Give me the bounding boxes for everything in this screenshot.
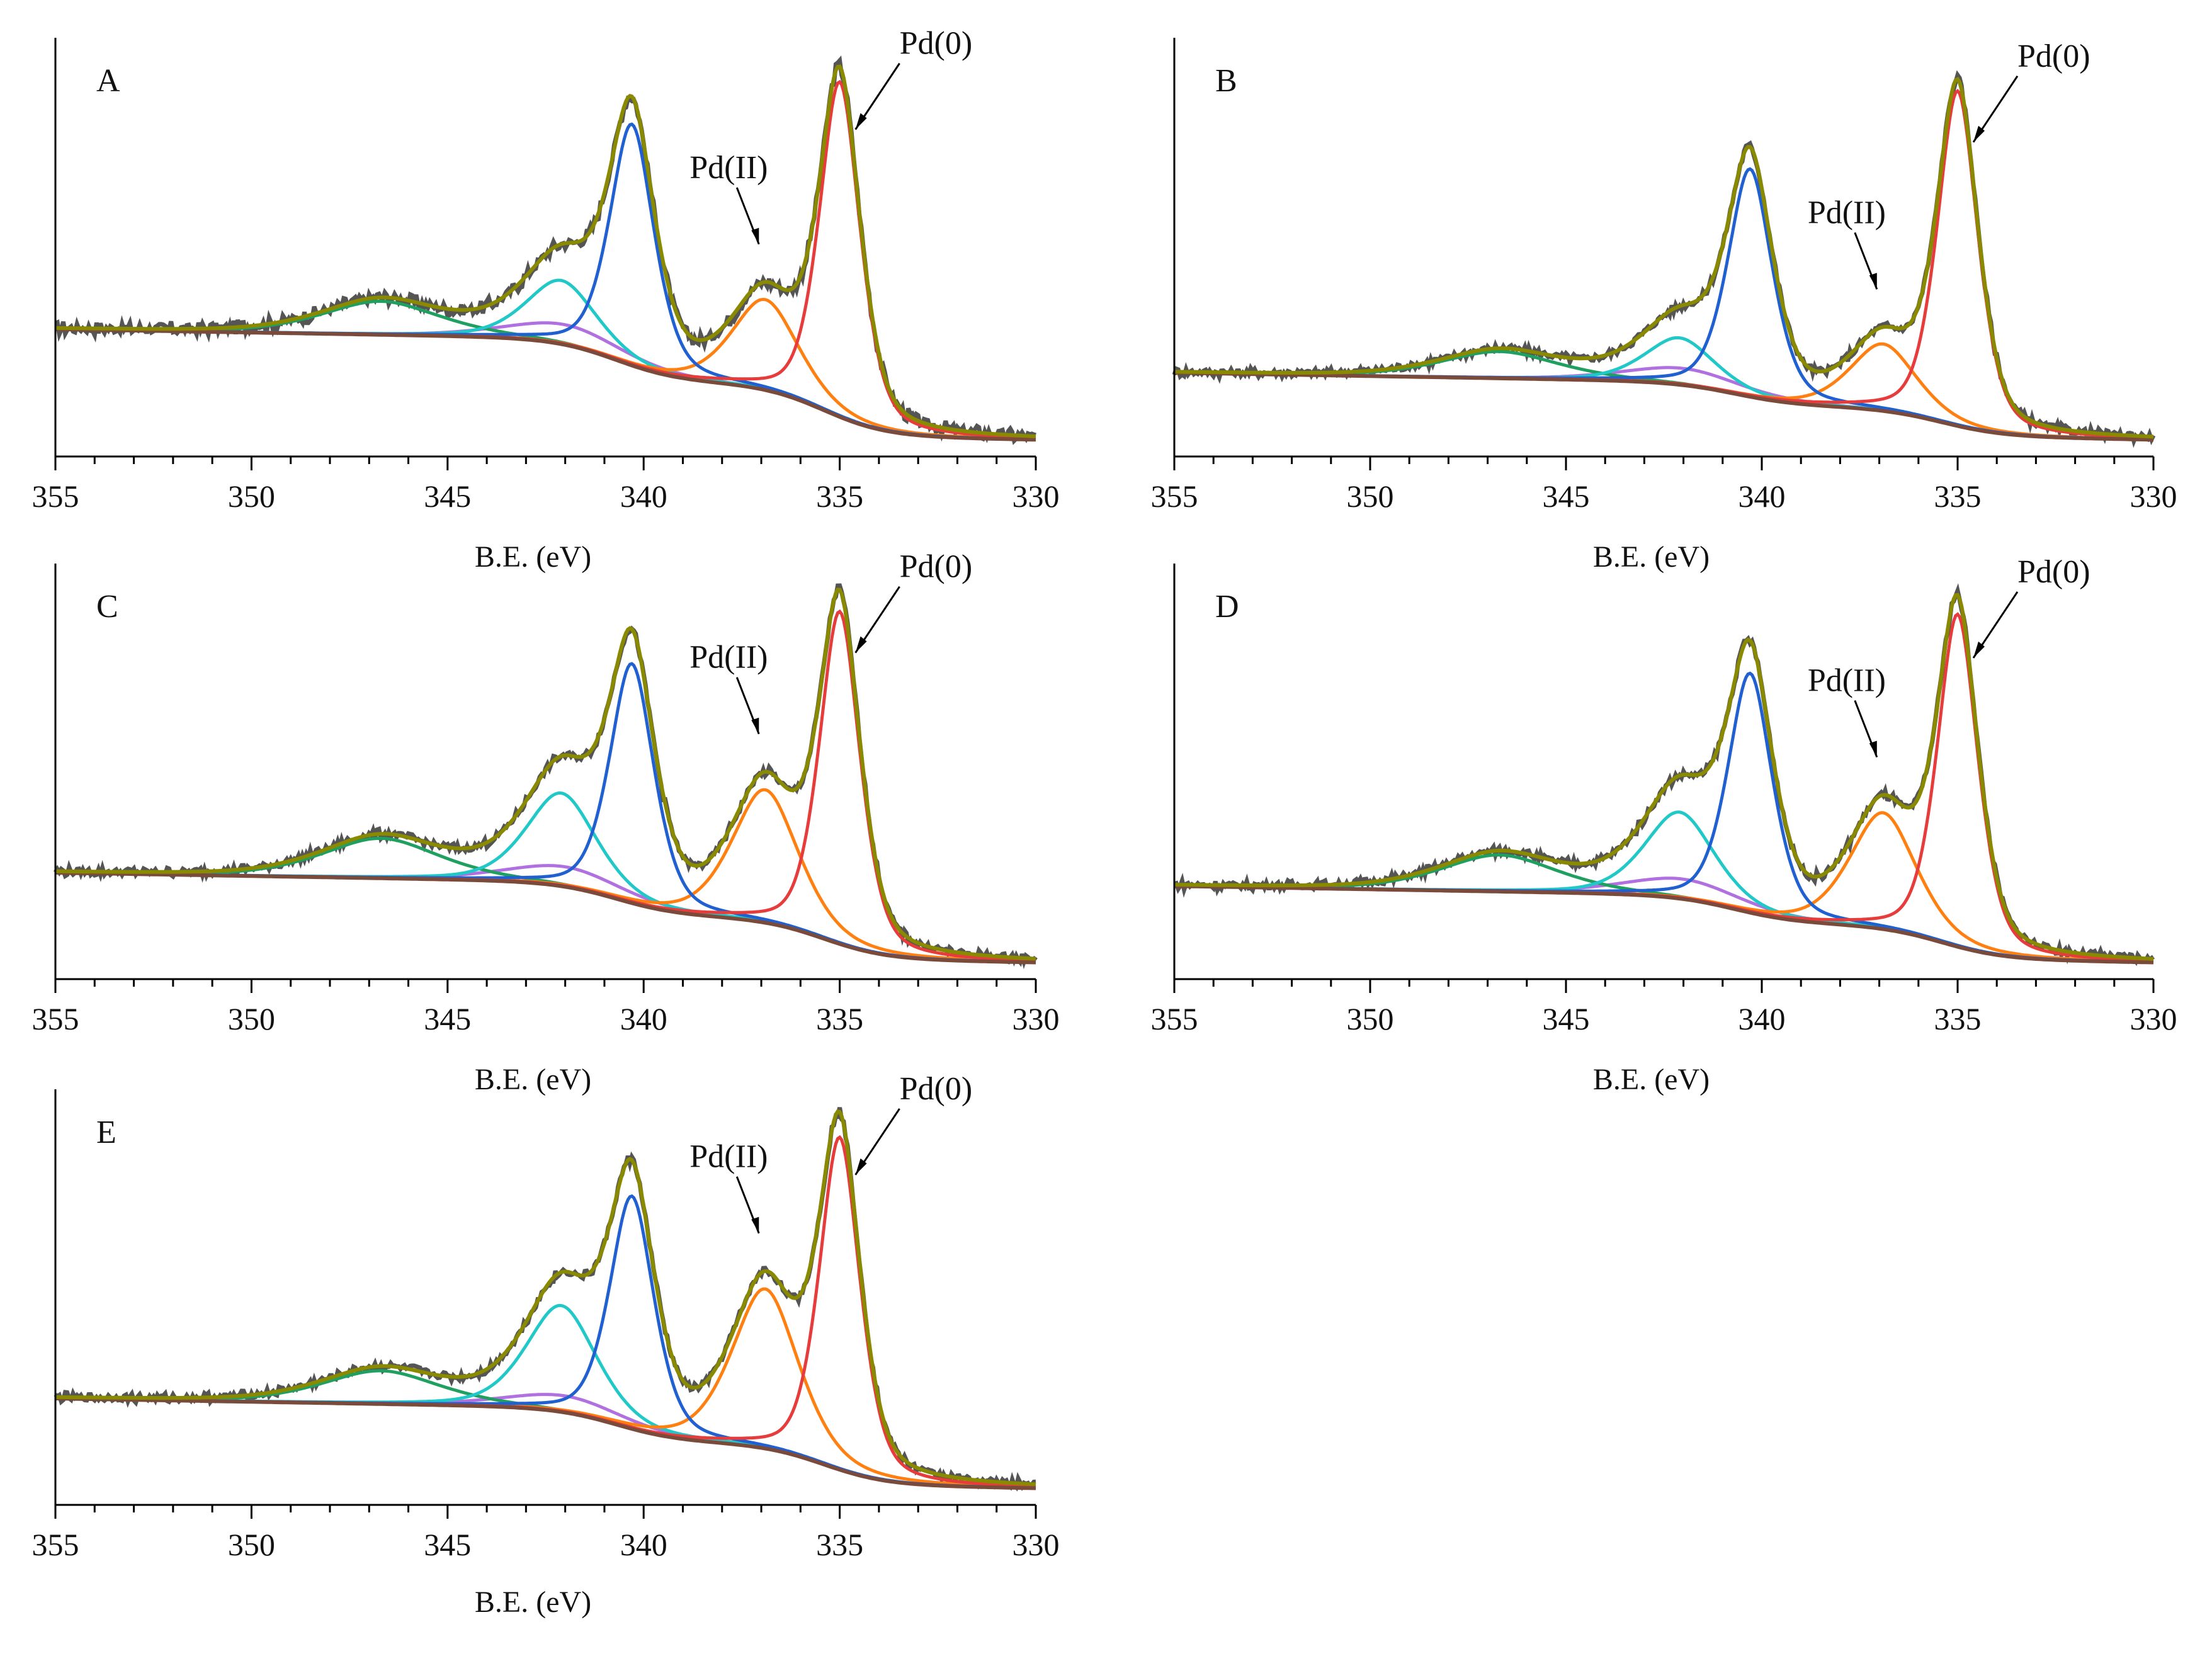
x-tick-label: 355 xyxy=(1151,1001,1198,1036)
panel-letter: B xyxy=(1215,63,1237,99)
x-axis-label: B.E. (eV) xyxy=(475,1063,591,1096)
x-tick-label: 345 xyxy=(424,1001,471,1036)
panel-A: 355 350 345 340 335 330 B.E. (eV) A Pd(0) Pd(II) xyxy=(32,26,1060,574)
envelope-line xyxy=(55,1109,1036,1487)
pd2-annotation: Pd(II) xyxy=(689,640,768,676)
pd2-3d52-line xyxy=(55,278,1036,441)
pd2-arrow-head xyxy=(1869,740,1877,757)
x-tick-label: 350 xyxy=(1347,1001,1394,1036)
x-tick-label: 330 xyxy=(2130,1001,2177,1036)
satellite-1-line xyxy=(55,837,1036,964)
x-tick-label: 355 xyxy=(32,479,79,514)
x-axis-label: B.E. (eV) xyxy=(475,1585,591,1619)
satellite-2-line xyxy=(1174,366,2153,441)
pd0-annotation: Pd(0) xyxy=(2017,554,2090,590)
envelope-line xyxy=(1174,77,2154,439)
pd2-annotation: Pd(II) xyxy=(1808,195,1886,230)
panel-letter: D xyxy=(1215,589,1239,625)
x-axis-label: B.E. (eV) xyxy=(1593,1063,1710,1096)
pd0-annotation: Pd(0) xyxy=(900,26,973,62)
pd2-annotation: Pd(II) xyxy=(689,1139,768,1175)
x-tick-label: 345 xyxy=(1543,1001,1590,1036)
panel-C: 355 350 345 340 335 330 B.E. (eV) C Pd(0) Pd(II) xyxy=(32,549,1060,1096)
envelope-line xyxy=(55,587,1036,961)
x-tick-label: 330 xyxy=(1012,1001,1060,1036)
x-tick-label: 335 xyxy=(816,1001,863,1036)
x-tick-label: 335 xyxy=(1934,479,1982,514)
panel-letter: C xyxy=(96,589,118,625)
x-tick-label: 355 xyxy=(1151,479,1198,514)
x-tick-label: 345 xyxy=(424,479,471,514)
raw-data-line xyxy=(1173,583,2155,967)
x-tick-label: 330 xyxy=(2130,479,2177,514)
x-tick-label: 355 xyxy=(32,1001,79,1036)
pd0-arrow-head xyxy=(1973,125,1985,142)
background-line xyxy=(55,327,1036,442)
panel-D: 355 350 345 340 335 330 B.E. (eV) D Pd(0) Pd(II) xyxy=(1151,554,2177,1096)
pd2-arrow-head xyxy=(751,1216,759,1233)
x-tick-label: 340 xyxy=(1738,479,1786,514)
pd2-arrow-head xyxy=(1869,273,1877,290)
x-tick-label: 350 xyxy=(228,1527,275,1562)
pd0-annotation: Pd(0) xyxy=(900,1071,973,1107)
x-tick-label: 350 xyxy=(228,479,275,514)
pd2-annotation: Pd(II) xyxy=(689,150,768,186)
pd2-3d32-line xyxy=(55,1287,1036,1489)
panel-E: 355 350 345 340 335 330 B.E. (eV) E Pd(0) Pd(II) xyxy=(32,1071,1060,1619)
x-tick-label: 340 xyxy=(620,479,667,514)
x-axis-label: B.E. (eV) xyxy=(475,540,591,574)
x-tick-label: 330 xyxy=(1012,1527,1060,1562)
x-tick-label: 335 xyxy=(816,1527,863,1562)
x-tick-label: 340 xyxy=(620,1527,667,1562)
panel-letter: A xyxy=(96,63,120,99)
pd0-arrow-head xyxy=(855,636,867,653)
x-tick-label: 340 xyxy=(620,1001,667,1036)
background-line xyxy=(55,1397,1036,1490)
envelope-line xyxy=(55,64,1036,438)
pd2-arrow-head xyxy=(751,717,759,734)
x-tick-label: 335 xyxy=(1934,1001,1982,1036)
x-tick-label: 330 xyxy=(1012,479,1060,514)
background-line xyxy=(1174,371,2154,442)
x-tick-label: 340 xyxy=(1738,1001,1786,1036)
pd0-annotation: Pd(0) xyxy=(2017,38,2090,74)
x-tick-label: 345 xyxy=(424,1527,471,1562)
background-line xyxy=(55,871,1036,965)
pd0-annotation: Pd(0) xyxy=(900,549,973,585)
x-tick-label: 355 xyxy=(32,1527,79,1562)
panel-letter: E xyxy=(96,1114,116,1150)
x-tick-label: 350 xyxy=(228,1001,275,1036)
x-tick-label: 350 xyxy=(1347,479,1394,514)
envelope-line xyxy=(1174,593,2154,961)
x-tick-label: 335 xyxy=(816,479,863,514)
x-tick-label: 345 xyxy=(1543,479,1590,514)
pd0-arrow-head xyxy=(855,1158,867,1175)
panel-B: 355 350 345 340 335 330 B.E. (eV) B Pd(0) Pd(II) xyxy=(1151,38,2177,574)
pd0-arrow-head xyxy=(855,113,867,130)
pd0-arrow-head xyxy=(1973,641,1985,658)
pd2-arrow-head xyxy=(751,227,759,244)
raw-data-line xyxy=(1172,70,2156,448)
background-line xyxy=(1174,884,2154,965)
x-axis-label: B.E. (eV) xyxy=(1593,540,1710,574)
pd2-annotation: Pd(II) xyxy=(1808,662,1886,698)
